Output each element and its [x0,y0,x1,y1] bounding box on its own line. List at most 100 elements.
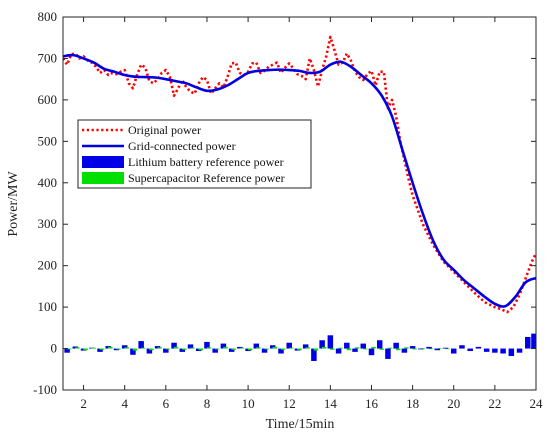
bar-lithium [418,348,424,350]
bar-supercap [346,348,352,351]
bar-supercap [354,347,360,349]
bar-lithium [434,348,441,351]
bar-lithium [450,348,457,354]
legend-label: Grid-connected power [128,139,236,153]
x-tick-label: 8 [204,396,211,411]
x-tick-label: 6 [163,396,170,411]
bar-lithium [319,340,325,349]
bar-lithium [508,348,515,357]
bar-supercap [247,348,253,351]
bar-supercap [437,348,442,349]
bar-lithium [459,345,465,349]
y-tick-label: 300 [38,216,58,231]
bar-lithium [171,342,177,349]
bar-supercap [404,347,409,349]
bar-lithium [154,346,161,349]
bar-lithium [64,348,70,353]
bar-supercap [379,348,385,350]
bar-supercap [412,348,417,350]
bar-supercap [289,347,294,349]
bar-supercap [428,348,434,350]
bar-lithium [146,348,153,354]
legend-swatch [82,156,124,168]
bar-supercap [132,348,138,351]
bar-supercap [149,348,154,351]
bar-supercap [313,348,319,351]
x-tick-label: 16 [365,396,379,411]
bar-supercap [206,347,212,349]
y-tick-label: 600 [38,92,58,107]
bar-supercap [214,348,220,350]
bar-supercap [264,348,269,350]
x-tick-label: 12 [283,396,296,411]
bar-lithium [483,348,490,352]
bar-supercap [66,348,72,350]
x-tick-label: 2 [80,396,87,411]
bar-supercap [165,348,171,350]
bar-lithium [492,348,498,353]
bar-lithium [212,348,218,353]
bar-supercap [338,347,343,349]
bar-supercap [395,348,401,351]
bar-lithium [286,342,292,349]
bar-supercap [173,346,179,349]
y-tick-label: 0 [51,341,58,356]
bar-supercap [387,347,393,349]
y-tick-label: 700 [38,50,58,65]
bar-lithium [327,335,334,349]
bar-supercap [182,348,187,350]
bar-lithium [335,348,342,354]
bar-supercap [239,347,245,349]
legend: Original power Grid-connected power Lithiu… [77,119,312,189]
bar-lithium [393,342,399,349]
bar-lithium [344,342,350,349]
bar-lithium [426,346,432,349]
plot-area [63,17,536,390]
bar-lithium [500,348,506,354]
bar-lithium [138,341,144,349]
lines-layer [63,35,536,314]
bar-supercap [297,348,302,351]
x-tick-label: 10 [242,396,255,411]
bar-supercap [371,346,376,349]
x-tick-label: 24 [530,396,544,411]
y-tick-label: -100 [33,382,57,397]
bar-lithium [204,341,210,349]
bar-supercap [272,346,278,349]
series-original-power [63,35,536,314]
bar-lithium [385,348,391,359]
bar-lithium [302,344,309,349]
legend-label: Supercapacitor Reference power [128,171,285,185]
bar-supercap [99,348,105,350]
bar-lithium [401,348,408,353]
bar-supercap [330,348,335,350]
x-axis-title: Time/15min [266,417,335,432]
bar-supercap [108,346,113,349]
bar-lithium [409,346,416,349]
bar-lithium [97,348,103,352]
y-tick-label: 100 [38,299,58,314]
bar-lithium [278,348,284,354]
bar-supercap [124,347,130,349]
y-tick-label: 200 [38,258,58,273]
bar-lithium [525,336,531,349]
legend-label: Lithium battery reference power [128,155,284,169]
bar-supercap [231,348,236,350]
bar-supercap [83,348,88,351]
y-tick-label: 400 [38,175,58,190]
bar-lithium [531,333,536,349]
bar-lithium [220,343,227,349]
bar-lithium [261,348,268,353]
y-tick-label: 500 [38,133,58,148]
bar-lithium [442,347,449,349]
bar-lithium [360,343,367,349]
legend-label: Original power [128,123,201,137]
bar-supercap [445,348,450,350]
legend-swatch [82,172,124,184]
bar-lithium [228,348,235,352]
bar-supercap [280,348,286,350]
bar-supercap [223,346,228,349]
bar-lithium [516,348,523,353]
